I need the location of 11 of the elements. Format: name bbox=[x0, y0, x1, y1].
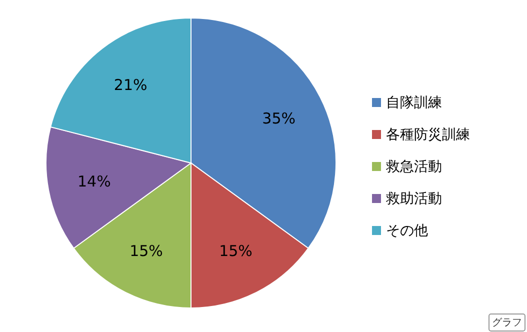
data-label: 14% bbox=[77, 172, 111, 190]
data-label: 15% bbox=[130, 242, 163, 260]
legend-label: 自隊訓練 bbox=[386, 95, 442, 111]
data-label: 21% bbox=[114, 76, 148, 94]
data-label: 15% bbox=[219, 242, 252, 260]
legend-label: 各種防災訓練 bbox=[386, 127, 470, 143]
legend-label: その他 bbox=[386, 223, 428, 239]
legend-label: 救助活動 bbox=[385, 191, 442, 207]
legend-label: 救急活動 bbox=[385, 159, 442, 175]
text: グラフ bbox=[492, 318, 522, 328]
data-label: 35% bbox=[262, 109, 296, 128]
